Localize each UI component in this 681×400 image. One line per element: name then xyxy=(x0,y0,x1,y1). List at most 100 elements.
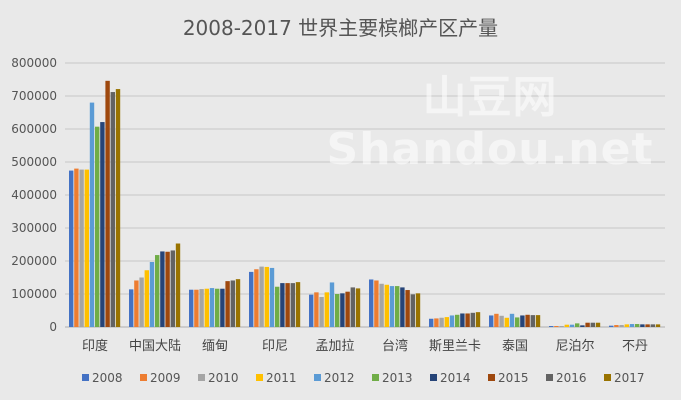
bar-2008 xyxy=(549,326,554,327)
bar-2013 xyxy=(215,288,220,327)
bar-2015 xyxy=(345,291,350,327)
bar-2013 xyxy=(575,323,580,327)
bar-2014 xyxy=(280,283,285,327)
bar-2014 xyxy=(460,313,465,327)
y-tick-label: 500000 xyxy=(11,155,57,169)
bar-2008 xyxy=(429,318,434,327)
bar-2015 xyxy=(285,283,290,327)
bar-2010 xyxy=(499,315,504,327)
bar-2013 xyxy=(635,324,640,327)
bar-2017 xyxy=(355,288,361,327)
legend-swatch-2010 xyxy=(198,374,205,381)
x-category-label: 台湾 xyxy=(382,338,408,354)
bar-2008 xyxy=(489,315,494,327)
legend-swatch-2012 xyxy=(314,374,321,381)
legend-label: 2016 xyxy=(556,371,587,385)
y-tick-label: 800000 xyxy=(11,56,57,70)
bar-2015 xyxy=(465,313,470,327)
bar-2015 xyxy=(645,324,650,327)
bar-2008 xyxy=(309,294,314,327)
bar-2015 xyxy=(525,314,530,327)
legend-swatch-2015 xyxy=(488,374,495,381)
legend-label: 2010 xyxy=(208,371,239,385)
bar-2014 xyxy=(580,325,585,327)
legend-swatch-2008 xyxy=(82,374,89,381)
legend-swatch-2017 xyxy=(604,374,611,381)
bar-2013 xyxy=(155,255,160,327)
x-category-label: 印度 xyxy=(82,338,108,354)
bar-2017 xyxy=(475,312,481,327)
x-category-label: 尼泊尔 xyxy=(555,339,594,354)
bar-2010 xyxy=(379,283,384,327)
bar-2015 xyxy=(585,322,590,327)
bar-2016 xyxy=(290,283,295,327)
bar-2017 xyxy=(175,243,181,327)
bar-2015 xyxy=(225,281,230,327)
bar-2016 xyxy=(590,322,595,327)
bar-2012 xyxy=(89,102,95,327)
x-category-label: 斯里兰卡 xyxy=(429,339,481,354)
bar-2016 xyxy=(170,250,175,327)
legend-swatch-2009 xyxy=(140,374,147,381)
y-tick-label: 0 xyxy=(49,320,57,334)
bar-2017 xyxy=(295,282,301,327)
bar-2012 xyxy=(629,324,635,327)
y-tick-label: 700000 xyxy=(11,89,57,103)
legend-swatch-2011 xyxy=(256,374,263,381)
bar-2011 xyxy=(444,317,449,327)
bar-2016 xyxy=(350,287,355,327)
bar-2014 xyxy=(160,251,165,327)
legend-label: 2015 xyxy=(498,371,529,385)
bar-2017 xyxy=(415,293,421,327)
y-tick-label: 600000 xyxy=(11,122,57,136)
bar-2016 xyxy=(530,315,535,327)
bar-2016 xyxy=(110,92,115,327)
y-tick-label: 100000 xyxy=(11,287,57,301)
bar-2013 xyxy=(275,286,280,327)
bar-2011 xyxy=(84,169,89,327)
bar-2012 xyxy=(449,315,455,327)
bar-2016 xyxy=(470,312,475,327)
y-tick-label: 200000 xyxy=(11,254,57,268)
bar-2010 xyxy=(139,277,144,327)
bar-2009 xyxy=(374,280,379,327)
bar-2008 xyxy=(249,271,254,327)
bar-2009 xyxy=(254,269,259,327)
bar-2013 xyxy=(455,314,460,327)
bar-2011 xyxy=(504,317,509,327)
bar-2017 xyxy=(235,279,241,327)
legend-label: 2014 xyxy=(440,371,471,385)
bar-2009 xyxy=(554,326,559,327)
bar-2008 xyxy=(129,289,134,327)
bar-2013 xyxy=(95,126,100,327)
bar-2011 xyxy=(324,292,329,327)
legend-swatch-2014 xyxy=(430,374,437,381)
bar-2009 xyxy=(134,280,139,327)
bar-2016 xyxy=(230,280,235,327)
bar-2011 xyxy=(204,288,209,327)
bar-2012 xyxy=(509,313,515,327)
y-tick-label: 400000 xyxy=(11,188,57,202)
bar-2015 xyxy=(165,251,170,327)
bar-2012 xyxy=(209,288,215,327)
legend-label: 2012 xyxy=(324,371,355,385)
x-category-label: 泰国 xyxy=(502,339,528,354)
bar-2011 xyxy=(564,324,569,327)
bar-2014 xyxy=(400,287,405,327)
bar-2009 xyxy=(494,313,499,327)
chart-title: 2008-2017 世界主要槟榔产区产量 xyxy=(182,16,499,40)
bar-2010 xyxy=(259,266,264,327)
y-tick-label: 300000 xyxy=(11,221,57,235)
x-category-label: 不丹 xyxy=(622,339,648,354)
bar-2011 xyxy=(624,324,629,327)
bar-2014 xyxy=(520,315,525,327)
bar-2008 xyxy=(369,279,374,327)
bar-2011 xyxy=(384,284,389,327)
bar-2017 xyxy=(535,315,541,327)
bar-2013 xyxy=(395,286,400,327)
bar-2012 xyxy=(569,324,575,327)
bar-2009 xyxy=(614,325,619,327)
bar-2013 xyxy=(335,294,340,327)
legend-label: 2017 xyxy=(614,371,645,385)
